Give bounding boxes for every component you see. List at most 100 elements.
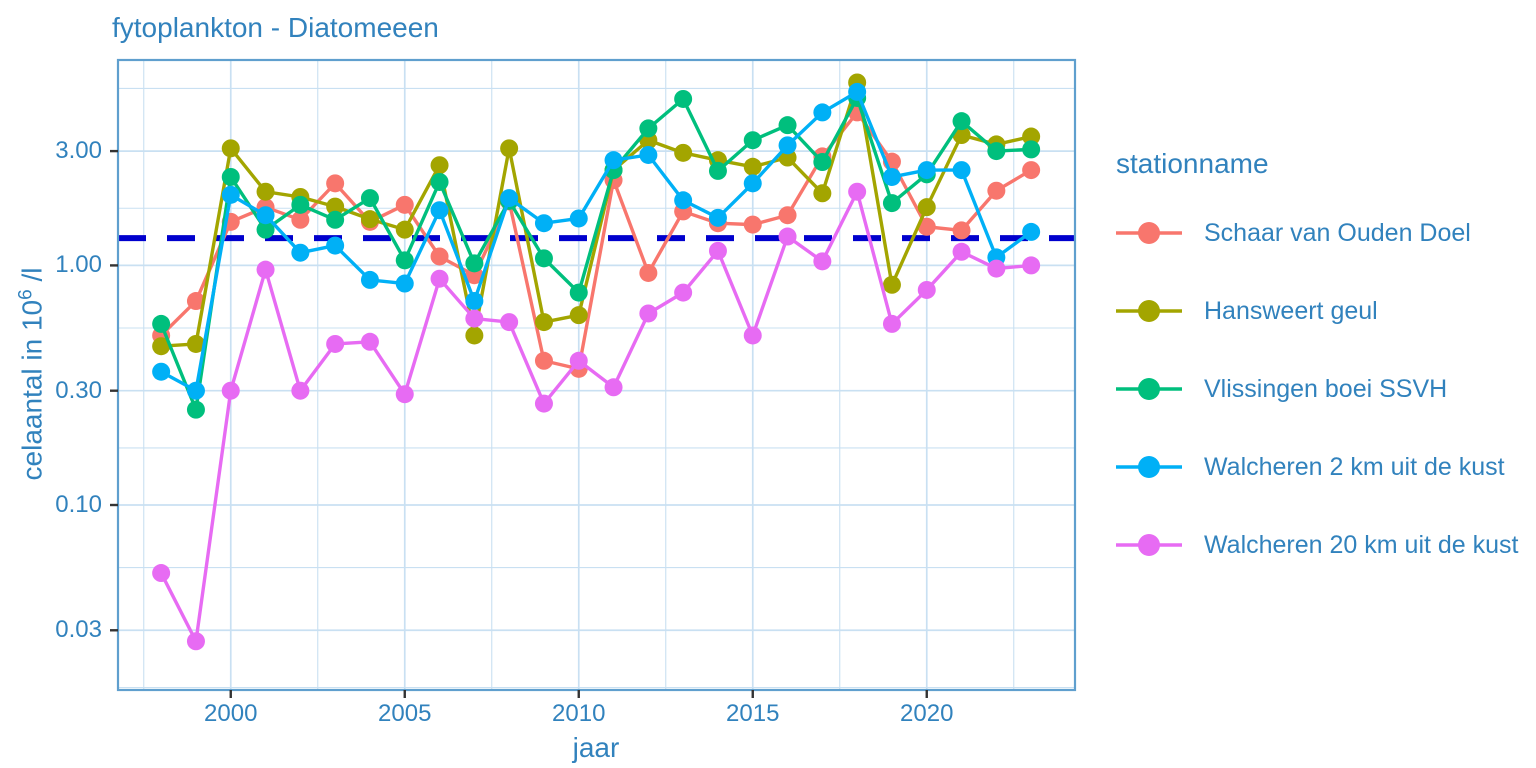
data-point-2010 [569, 351, 588, 370]
data-point-2002 [291, 195, 310, 214]
series-walcheren-2-km-uit-de-kust [152, 82, 1041, 400]
data-point-2008 [500, 313, 519, 332]
data-point-2000 [221, 381, 240, 400]
data-point-2016 [778, 227, 797, 246]
x-tick-label: 2005 [378, 700, 432, 727]
data-point-2015 [743, 157, 762, 176]
legend-item-label: Walcheren 2 km uit de kust [1204, 452, 1505, 481]
data-point-2019 [882, 194, 901, 213]
legend-item-label: Walcheren 20 km uit de kust [1204, 530, 1519, 559]
data-point-2007 [465, 309, 484, 328]
legend-key-icon [1116, 378, 1182, 400]
data-point-2015 [743, 131, 762, 150]
data-point-2015 [743, 174, 762, 193]
y-tick-label: 3.00 [55, 137, 102, 165]
data-point-2020 [917, 198, 936, 217]
data-point-2005 [395, 274, 414, 293]
data-point-2019 [882, 314, 901, 333]
data-point-2022 [987, 259, 1006, 278]
data-point-2021 [952, 242, 971, 261]
data-point-1998 [152, 564, 171, 583]
data-point-2005 [395, 385, 414, 404]
data-point-2010 [569, 209, 588, 228]
data-point-2015 [743, 326, 762, 345]
data-point-2009 [534, 394, 553, 413]
x-tick-label: 2015 [726, 700, 780, 727]
data-point-2009 [534, 249, 553, 268]
y-tick-label: 0.10 [55, 491, 102, 518]
data-point-2016 [778, 206, 797, 225]
data-point-2012 [639, 145, 658, 164]
data-point-2023 [1022, 161, 1041, 180]
data-point-2001 [256, 182, 275, 201]
series-line [161, 80, 1032, 348]
data-point-2000 [221, 185, 240, 204]
legend-item: Walcheren 20 km uit de kust [1116, 506, 1519, 584]
data-point-2023 [1022, 256, 1041, 275]
data-point-1999 [186, 334, 205, 353]
data-point-1999 [186, 381, 205, 400]
data-point-2006 [430, 201, 449, 220]
data-point-2011 [604, 151, 623, 170]
data-point-2003 [326, 236, 345, 255]
data-point-2018 [848, 82, 867, 101]
data-point-2013 [674, 191, 693, 210]
legend-item: Schaar van Ouden Doel [1116, 194, 1519, 272]
data-point-2000 [221, 139, 240, 158]
data-point-2004 [360, 210, 379, 229]
data-point-2008 [500, 189, 519, 208]
data-point-2005 [395, 251, 414, 270]
data-point-2012 [639, 119, 658, 138]
data-point-2013 [674, 89, 693, 108]
data-point-2017 [813, 103, 832, 122]
legend-item-label: Hansweert geul [1204, 296, 1378, 325]
data-point-2013 [674, 143, 693, 162]
data-point-2001 [256, 220, 275, 239]
data-point-2014 [708, 208, 727, 227]
data-point-2014 [708, 161, 727, 180]
legend-key-icon [1116, 456, 1182, 478]
data-point-2003 [326, 210, 345, 229]
legend-key-icon [1116, 534, 1182, 556]
legend: stationname Schaar van Ouden Doel Hanswee… [1116, 148, 1519, 584]
data-point-2002 [291, 243, 310, 262]
data-point-2020 [917, 161, 936, 180]
data-point-2021 [952, 161, 971, 180]
series-line [159, 190, 1032, 643]
data-point-2016 [778, 116, 797, 135]
data-point-2004 [360, 189, 379, 208]
y-axis-label: celaantal in 106 /l [15, 267, 48, 481]
data-point-2018 [848, 182, 867, 201]
data-point-2021 [952, 112, 971, 131]
data-point-2009 [534, 313, 553, 332]
data-point-2010 [569, 283, 588, 302]
data-point-2007 [465, 326, 484, 345]
y-tick-label: 0.03 [55, 616, 102, 644]
data-point-2003 [326, 334, 345, 353]
data-point-2023 [1022, 222, 1041, 241]
data-point-2006 [430, 269, 449, 288]
data-point-2017 [813, 252, 832, 271]
legend-item: Hansweert geul [1116, 272, 1519, 350]
data-point-2003 [326, 197, 345, 216]
legend-item: Walcheren 2 km uit de kust [1116, 428, 1519, 506]
y-tick-label: 0.30 [55, 376, 102, 404]
data-point-2013 [674, 283, 693, 302]
data-point-1998 [152, 337, 171, 356]
x-tick-label: 2020 [900, 700, 954, 727]
data-point-2011 [604, 378, 623, 397]
legend-item-label: Schaar van Ouden Doel [1204, 218, 1471, 247]
data-point-2001 [256, 206, 275, 225]
data-point-1999 [186, 292, 205, 311]
data-point-2019 [882, 167, 901, 186]
data-point-2006 [430, 172, 449, 191]
data-point-2019 [882, 275, 901, 294]
x-tick-label: 2000 [204, 700, 258, 727]
data-point-2015 [743, 215, 762, 234]
data-point-2002 [291, 381, 310, 400]
data-point-2007 [465, 254, 484, 273]
data-point-2001 [256, 260, 275, 279]
data-point-2012 [639, 263, 658, 282]
x-tick-label: 2010 [552, 700, 606, 727]
